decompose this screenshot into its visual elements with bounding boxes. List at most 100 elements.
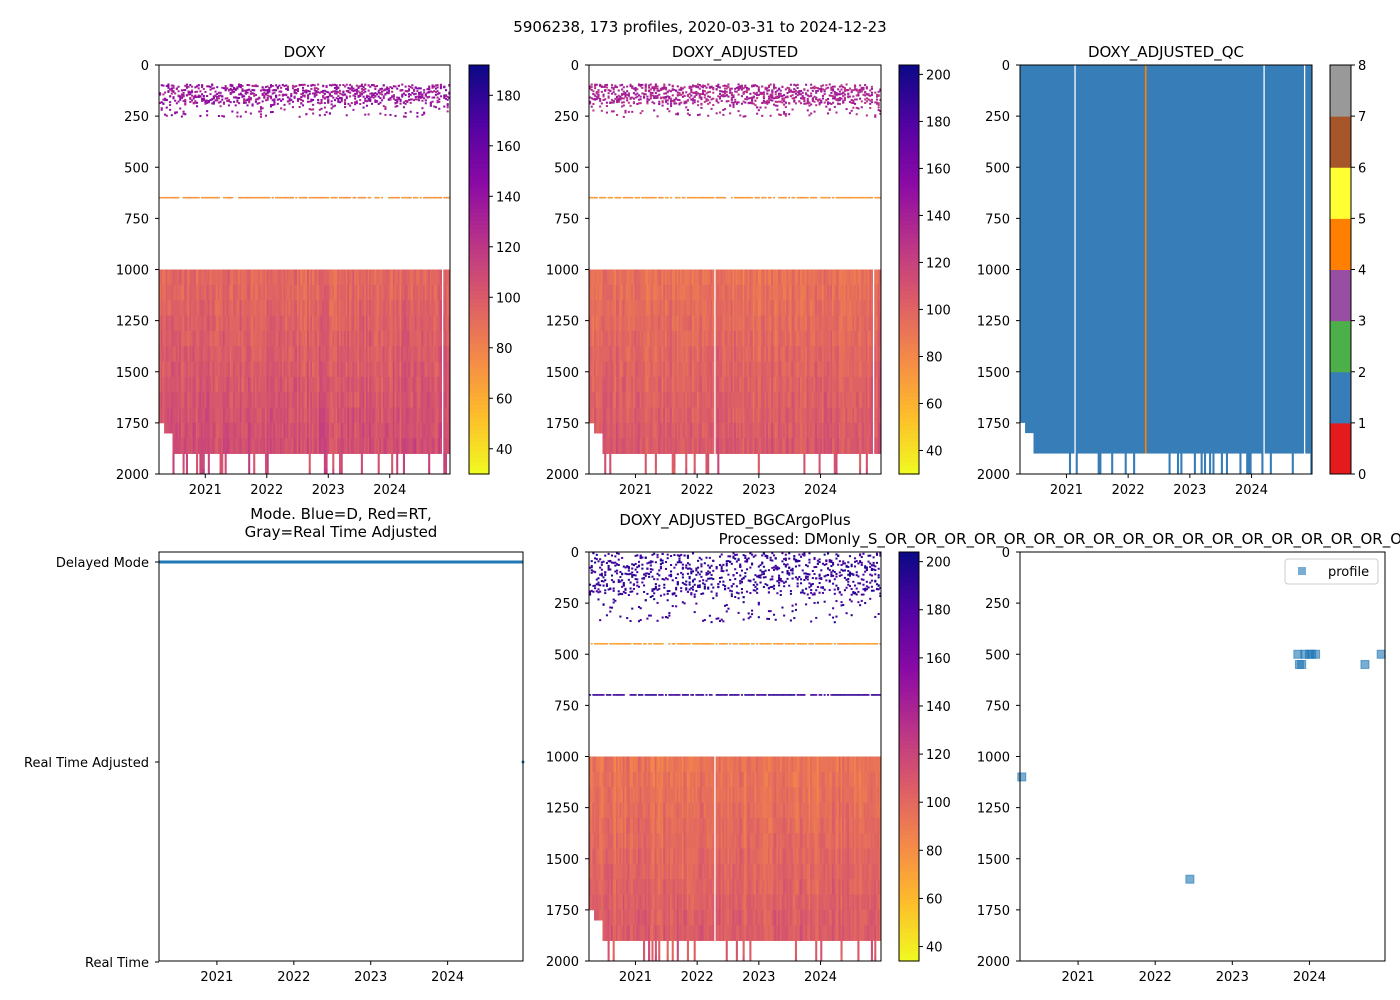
- heatmap-cell: [251, 438, 254, 454]
- heatmap-cell: [261, 361, 264, 378]
- heatmap-cell: [412, 330, 416, 347]
- heatmap-cell: [396, 422, 399, 439]
- heatmap-cell: [419, 91, 422, 94]
- heatmap-cell: [737, 110, 740, 113]
- heatmap-cell: [258, 407, 261, 424]
- heatmap-cell: [187, 85, 190, 88]
- heatmap-cell: [338, 101, 342, 104]
- heatmap-cell: [214, 376, 217, 393]
- heatmap-cell: [222, 392, 226, 408]
- heatmap-cell: [590, 86, 593, 89]
- heatmap-cell: [239, 361, 242, 378]
- heatmap-cell: [680, 101, 683, 104]
- heatmap-cell: [431, 346, 434, 362]
- heatmap-cell: [248, 98, 251, 101]
- heatmap-cell: [263, 196, 266, 199]
- heatmap-cell: [256, 315, 259, 332]
- heatmap-cell: [434, 361, 437, 378]
- heatmap-cell: [281, 196, 284, 199]
- colorbar-gradient: [469, 379, 489, 385]
- heatmap-cell: [396, 330, 399, 347]
- heatmap-cell: [288, 300, 291, 316]
- heatmap-cell: [285, 361, 288, 378]
- heatmap-cell: [328, 361, 331, 378]
- heatmap-cell: [310, 284, 313, 301]
- heatmap-cell: [705, 86, 708, 89]
- heatmap-cell: [394, 105, 397, 108]
- heatmap-cell: [344, 196, 347, 199]
- heatmap-cell: [414, 438, 417, 454]
- heatmap-cell: [629, 104, 632, 107]
- heatmap-cell: [251, 300, 254, 316]
- heatmap-cell: [296, 346, 300, 362]
- heatmap-cell: [648, 86, 651, 89]
- heatmap-cell: [340, 346, 343, 362]
- heatmap-cell: [291, 376, 294, 393]
- heatmap-cell: [404, 112, 407, 115]
- heatmap-cell: [182, 438, 185, 454]
- heatmap-cell: [170, 300, 173, 316]
- heatmap-cell: [409, 392, 412, 408]
- heatmap-cell: [433, 85, 436, 88]
- heatmap-cell: [712, 196, 715, 199]
- heatmap-cell: [268, 315, 271, 332]
- heatmap-cell: [312, 438, 315, 454]
- heatmap-cell: [261, 300, 264, 316]
- heatmap-cell: [394, 101, 397, 104]
- heatmap-cell: [264, 392, 268, 408]
- heatmap-cell: [404, 438, 407, 454]
- heatmap-cell: [431, 100, 434, 103]
- heatmap-cell: [266, 376, 269, 393]
- heatmap-cell: [333, 83, 337, 86]
- heatmap-cell: [296, 376, 300, 393]
- heatmap-cell: [291, 315, 294, 332]
- heatmap-cell: [434, 284, 437, 301]
- heatmap-cell: [414, 346, 417, 362]
- colorbar-gradient: [469, 412, 489, 418]
- heatmap-cell: [184, 103, 187, 106]
- heatmap-cell: [372, 346, 375, 362]
- heatmap-cell: [382, 346, 385, 362]
- heatmap-cell: [280, 422, 283, 439]
- heatmap-cell: [261, 196, 264, 199]
- heatmap-cell: [179, 346, 182, 362]
- heatmap-cell: [438, 300, 441, 316]
- heatmap-cell: [322, 89, 325, 92]
- heatmap-cell: [407, 269, 411, 286]
- heatmap-cell: [271, 438, 274, 454]
- heatmap-cell: [261, 92, 264, 95]
- heatmap-cell: [661, 104, 664, 107]
- heatmap-cell: [360, 315, 363, 332]
- heatmap-cell: [344, 346, 347, 362]
- heatmap-cell: [229, 438, 232, 454]
- heatmap-cell: [162, 98, 165, 101]
- heatmap-cell: [439, 315, 442, 332]
- heatmap-cell: [264, 114, 268, 117]
- heatmap-cell: [219, 453, 222, 470]
- heatmap-cell: [338, 284, 342, 301]
- heatmap-cell: [224, 88, 227, 91]
- heatmap-cell: [330, 330, 333, 347]
- heatmap-cell: [315, 392, 318, 408]
- heatmap-cell: [337, 361, 340, 378]
- heatmap-cell: [384, 422, 387, 439]
- heatmap-cell: [305, 113, 308, 116]
- heatmap-cell: [219, 376, 222, 393]
- heatmap-cell: [226, 407, 229, 424]
- heatmap-cell: [308, 407, 311, 424]
- y-tick-label: 500: [124, 161, 149, 176]
- heatmap-cell: [362, 315, 365, 332]
- heatmap-cell: [433, 269, 436, 286]
- heatmap-cell: [238, 422, 241, 439]
- heatmap-cell: [241, 315, 244, 332]
- heatmap-cell: [243, 407, 246, 424]
- heatmap-cell: [330, 103, 333, 106]
- heatmap-cell: [360, 269, 363, 286]
- colorbar-gradient: [469, 306, 489, 311]
- heatmap-cell: [436, 101, 439, 104]
- heatmap-cell: [217, 101, 220, 104]
- heatmap-cell: [283, 422, 286, 439]
- heatmap-cell: [424, 94, 427, 97]
- heatmap-cell: [187, 315, 190, 332]
- heatmap-cell: [175, 346, 178, 362]
